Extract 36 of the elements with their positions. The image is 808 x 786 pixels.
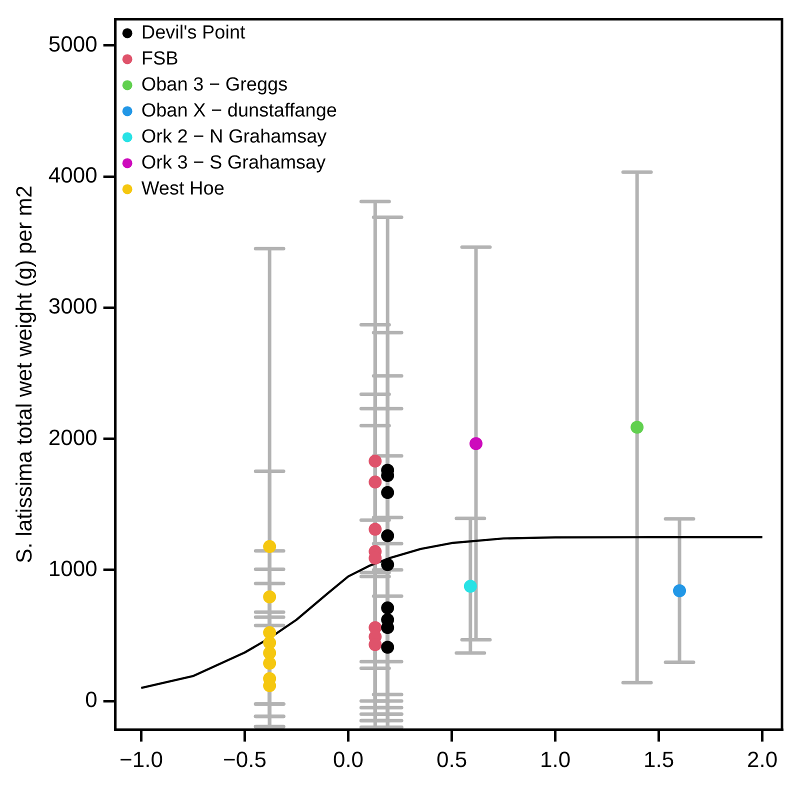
point	[381, 529, 394, 542]
point	[368, 476, 382, 489]
x-tick-label: 2.0	[747, 746, 778, 772]
y-tick-label: 0	[85, 687, 98, 712]
y-axis-title: S. latissima total wet weight (g) per m2	[11, 185, 36, 564]
x-tick-label: 1.0	[540, 746, 571, 772]
legend-label: Ork 3 − S Grahamsay	[141, 152, 326, 174]
point	[263, 656, 276, 670]
x-tick-label: 1.5	[644, 746, 674, 772]
y-tick-label: 1000	[48, 556, 98, 581]
legend-label: West Hoe	[141, 178, 224, 200]
legend-label: Ork 2 − N Grahamsay	[141, 126, 328, 148]
y-tick-label: 2000	[48, 424, 98, 450]
x-tick-label: −0.5	[223, 746, 266, 772]
x-tick-label: 0.0	[332, 746, 364, 772]
point	[381, 558, 394, 572]
legend-label: FSB	[141, 48, 178, 70]
x-tick-label: 0.5	[436, 746, 468, 772]
y-tick-label: 4000	[48, 162, 98, 188]
legend-label: Devil's Point	[141, 22, 246, 44]
point	[381, 640, 394, 654]
point	[263, 540, 276, 554]
point	[368, 454, 382, 468]
point	[381, 486, 394, 500]
point	[368, 522, 382, 536]
point	[381, 601, 394, 614]
point	[630, 420, 644, 434]
legend-label: Oban X − dunstaffange	[141, 100, 337, 122]
point	[263, 590, 276, 604]
legend-label: Oban 3 − Greggs	[141, 74, 288, 96]
x-tick-label: −1.0	[120, 746, 163, 772]
point	[464, 580, 477, 593]
point	[673, 584, 686, 598]
y-tick-label: 5000	[48, 31, 98, 56]
y-tick-label: 3000	[48, 294, 98, 319]
point	[470, 437, 482, 450]
